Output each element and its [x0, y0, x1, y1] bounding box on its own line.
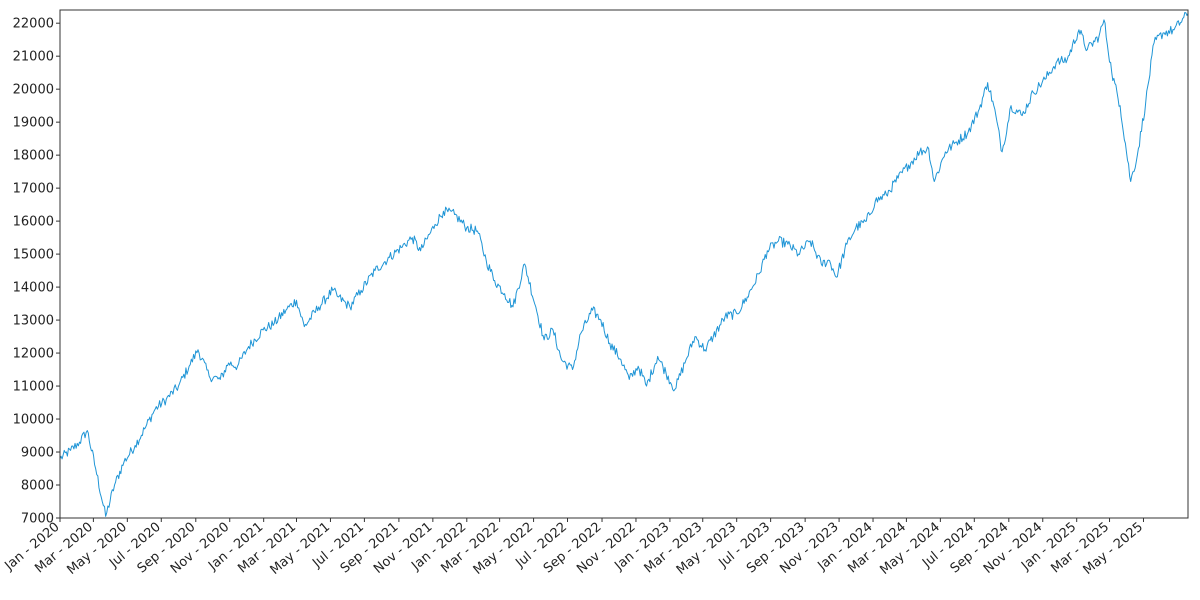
axes: 7000 8000 9000 10000 11000 12000 13000 14000 150… [2, 9, 1189, 578]
y-tick-label: 22000 [13, 17, 54, 32]
y-tick-label: 8000 [21, 479, 54, 494]
y-tick-label: 7000 [21, 512, 54, 527]
y-tick-label: 18000 [13, 149, 54, 164]
y-tick-label: 14000 [13, 281, 54, 296]
plot-area [60, 12, 1188, 517]
y-tick-label: 11000 [13, 380, 54, 395]
y-tick-label: 17000 [13, 182, 54, 197]
y-tick-label: 12000 [13, 347, 54, 362]
series-line-0 [60, 12, 1188, 517]
plot-frame [59, 9, 1189, 519]
y-tick-label: 19000 [13, 116, 54, 131]
y-tick-label: 16000 [13, 215, 54, 230]
y-tick-label: 9000 [21, 446, 54, 461]
y-tick-label: 20000 [13, 83, 54, 98]
y-tick-label: 15000 [13, 248, 54, 263]
y-tick-label: 13000 [13, 314, 54, 329]
y-tick-label: 10000 [13, 413, 54, 428]
y-tick-label: 21000 [13, 50, 54, 65]
